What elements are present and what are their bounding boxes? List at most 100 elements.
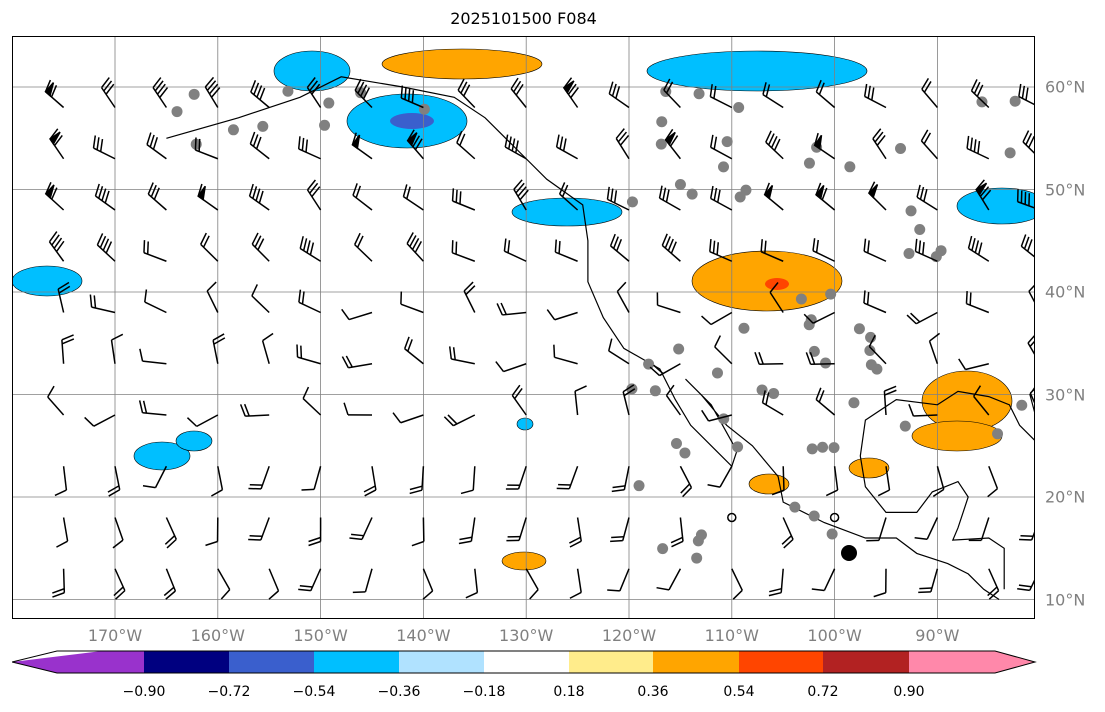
wind-barb: [987, 568, 1000, 600]
lon-label: 120°W: [601, 626, 657, 645]
wind-barb: [921, 78, 938, 108]
wind-barb: [197, 183, 219, 211]
wind-barb: [52, 568, 66, 598]
wind-barb: [302, 386, 322, 416]
station-dot: [323, 97, 335, 109]
wind-barb: [754, 351, 784, 365]
wind-barb: [84, 414, 116, 427]
wind-barb: [298, 568, 322, 592]
wind-barb: [968, 517, 990, 542]
colorbar-segment: [314, 651, 399, 673]
station-dot: [282, 85, 294, 97]
station-dot: [803, 157, 815, 169]
station-dot: [828, 442, 840, 454]
blue-anomaly: [956, 187, 1035, 225]
wind-barb: [872, 128, 887, 160]
wind-barb: [49, 128, 65, 160]
wind-barb: [186, 414, 219, 428]
lat-label: 40°N: [1045, 282, 1086, 302]
wind-barb: [761, 390, 784, 416]
wind-barb: [1020, 234, 1035, 259]
wind-barb: [297, 136, 321, 160]
wind-barb: [343, 402, 373, 416]
wind-barb: [139, 348, 167, 365]
wind-barb: [707, 465, 733, 488]
station-dot: [899, 420, 911, 432]
wind-barb: [616, 281, 630, 313]
wind-barb: [54, 466, 68, 497]
colorbar-tick-label: −0.18: [462, 684, 506, 700]
wind-barb: [451, 188, 476, 211]
wind-barb: [873, 568, 887, 598]
wind-barb: [1022, 130, 1035, 155]
colorbar-extend-high: [909, 651, 1035, 673]
station-dot: [992, 428, 1004, 440]
station-dot: [844, 161, 856, 173]
wind-barb: [506, 517, 527, 542]
station-dot: [649, 385, 661, 397]
wind-barb: [760, 239, 784, 262]
wind-barb: [525, 568, 539, 600]
wind-barb: [363, 466, 377, 497]
colorbar-extend-low: [12, 651, 144, 673]
station-dot: [905, 205, 917, 217]
wind-barb: [443, 414, 476, 427]
station-dot: [418, 103, 430, 115]
wind-barb: [217, 568, 231, 600]
colorbar-segment: [484, 651, 569, 673]
wind-barb: [205, 517, 219, 547]
wind-barb: [301, 466, 322, 491]
colorbar-segment: [144, 651, 229, 673]
wind-barb: [511, 384, 527, 416]
lon-label: 160°W: [190, 626, 245, 645]
wind-barb: [558, 182, 579, 211]
station-dot: [808, 510, 820, 522]
colorbar-tick-label: 0.36: [637, 684, 669, 700]
station-dot: [718, 161, 730, 173]
station-dot: [825, 288, 837, 300]
wind-barb: [463, 281, 476, 313]
station-dot: [895, 142, 907, 154]
station-dot: [903, 247, 915, 259]
wind-barb: [664, 128, 681, 160]
wind-barb: [110, 333, 124, 364]
wind-barb: [248, 517, 270, 541]
wind-barb: [505, 466, 527, 490]
wind-barb: [422, 568, 434, 600]
lon-label: 170°W: [87, 626, 143, 645]
wind-barb: [107, 466, 121, 497]
map-title: 2025101500 F084: [450, 9, 597, 28]
station-dot: [732, 441, 744, 453]
wind-barb: [649, 363, 681, 377]
wind-barb: [975, 179, 992, 211]
station-dot: [319, 119, 331, 131]
wind-barb: [569, 517, 582, 548]
wind-barb: [164, 517, 177, 549]
station-dot: [655, 138, 667, 150]
wind-barb: [142, 465, 168, 489]
colorbar-tick-label: 0.18: [553, 684, 585, 700]
wind-barb: [495, 361, 527, 373]
wind-barb: [656, 292, 681, 314]
wind-barb: [665, 384, 682, 416]
wind-barb: [409, 466, 425, 495]
wind-barb: [771, 466, 785, 496]
wind-barb: [658, 185, 681, 211]
colorbar-tick-label: 0.54: [723, 684, 755, 700]
wind-barb: [400, 85, 424, 109]
wind-barb: [112, 517, 124, 549]
wind-barb: [352, 183, 373, 211]
lon-label: 100°W: [807, 626, 862, 645]
wind-barb: [709, 238, 733, 262]
station-dot: [171, 106, 183, 118]
colorbar-segment: [399, 651, 484, 673]
wind-barb: [400, 291, 424, 314]
colorbar-segment: [569, 651, 653, 673]
wind-barb: [553, 344, 578, 365]
wind-barb: [562, 77, 579, 108]
station-dot: [674, 178, 686, 190]
wind-barb: [769, 282, 784, 313]
wind-barb: [204, 76, 221, 108]
blue-anomaly: [175, 430, 213, 452]
colorbar-tick-label: 0.90: [893, 684, 925, 700]
